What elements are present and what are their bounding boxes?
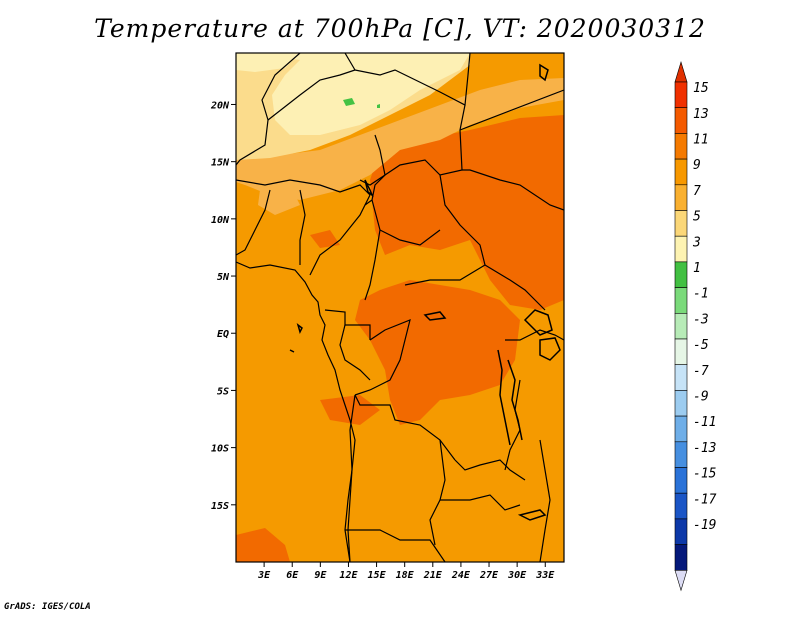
colorbar-swatch [674,441,688,468]
field-warm-core-north [370,115,564,310]
field-green-spot-small [377,104,380,108]
field-warm-core-central [355,280,520,425]
colorbar-swatch [674,415,688,443]
colorbar-label: -3 [693,312,709,327]
colorbar-label: -9 [693,390,709,405]
colorbar-swatch [674,235,688,263]
y-axis: 20N 15N 10N 5N EQ 5S 10S 15S [210,100,236,512]
colorbar-label: -13 [693,441,716,456]
country-borders [236,53,564,562]
colorbar-swatch [674,312,688,340]
colorbar-label: 1 [693,261,701,276]
colorbar-label: -7 [693,364,709,379]
colorbar-swatch [674,107,688,134]
colorbar-label: -15 [693,467,717,482]
colorbar-swatch [674,364,688,391]
x-tick-label: 18E [396,570,415,581]
x-tick-label: 9E [314,570,327,581]
x-tick-label: 3E [257,570,271,581]
colorbar-label: 9 [693,158,701,173]
coastline-west [236,261,356,562]
colorbar: 15 13 11 9 7 5 3 1 -1 -3 -5 -7 -9 -11 -13 -15 -17 -19 [674,60,717,592]
y-tick-label: 5N [217,272,230,283]
x-tick-label: 6E [286,570,299,581]
y-tick-label: 15S [211,501,229,512]
field-warm-patch-south [320,395,380,425]
y-tick-label: 10S [211,444,229,455]
colorbar-label: -19 [693,518,716,533]
colorbar-label: 3 [692,235,701,250]
colorbar-label: 15 [693,81,709,96]
x-axis: 3E 6E 9E 12E 15E 18E 21E 24E 27E 30E 33E [257,562,555,581]
x-tick-label: 33E [535,570,555,581]
colorbar-swatch [674,184,688,211]
x-tick-label: 30E [507,570,527,581]
colorbar-swatch [674,467,688,494]
lakes [289,63,561,521]
colorbar-swatch [674,81,688,109]
colorbar-label: -1 [693,287,709,302]
colorbar-swatch [674,133,688,160]
x-tick-label: 27E [479,570,499,581]
grads-credit: GrADS: IGES/COLA [4,602,91,612]
temperature-field [236,53,564,562]
map-frame [235,52,565,563]
colorbar-swatch [674,158,688,186]
colorbar-bottom-arrow [674,569,688,592]
y-tick-label: 20N [210,100,230,111]
colorbar-swatch [674,261,688,288]
colorbar-swatch [674,390,688,417]
field-green-spot [343,98,355,106]
colorbar-label: -5 [693,338,709,353]
colorbar-label: 5 [693,210,701,225]
colorbar-swatch [674,210,688,237]
colorbar-label: -11 [693,415,716,430]
y-tick-label: 5S [217,386,229,397]
y-tick-label: 15N [211,158,230,169]
colorbar-swatch [674,338,688,366]
colorbar-swatch [674,544,688,571]
field-warm-patch-southwest [236,528,290,562]
y-tick-label: 10N [211,215,230,226]
colorbar-label: 11 [693,133,709,148]
x-tick-label: 15E [368,570,387,581]
x-tick-label: 21E [423,570,443,581]
field-warm-patch-west [310,230,340,248]
field-light-patch-west [258,185,300,215]
map-title: Temperature at 700hPa [C], VT: 202003031… [94,14,706,43]
colorbar-swatch [674,287,688,314]
colorbar-label: 7 [693,184,701,199]
colorbar-swatch [674,518,688,545]
field-light-band [236,78,564,200]
colorbar-top-arrow [674,60,688,83]
y-tick-label: EQ [217,329,229,340]
colorbar-label: -17 [693,492,717,507]
field-very-pale-region [236,53,470,135]
colorbar-swatch [674,492,688,520]
colorbar-label: 13 [693,107,709,122]
x-tick-label: 12E [339,570,358,581]
x-tick-label: 24E [451,570,471,581]
